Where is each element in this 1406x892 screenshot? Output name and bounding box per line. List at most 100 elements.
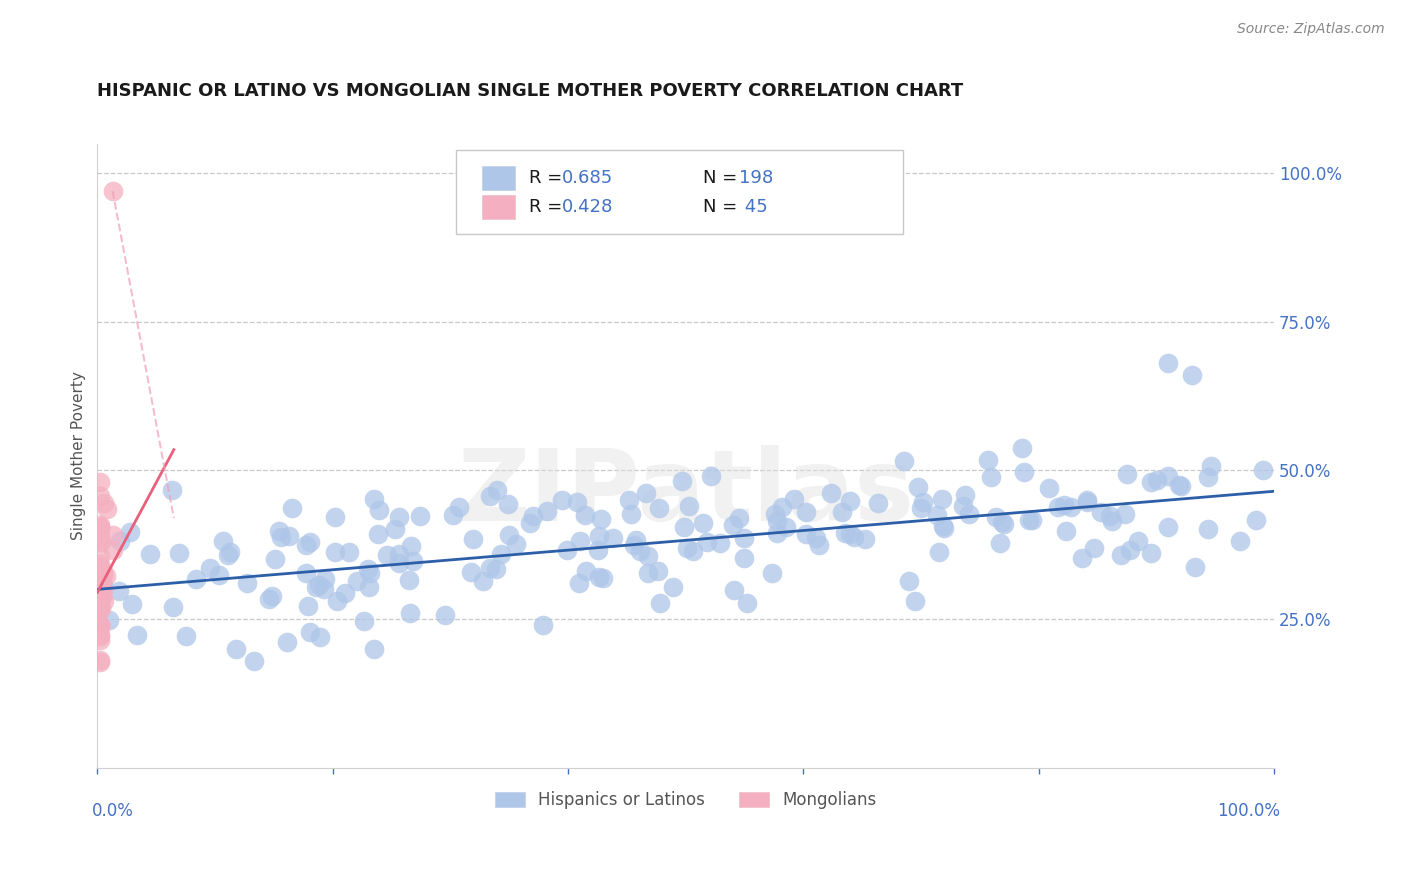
Point [1156,520,1178,534]
Point [676,541,699,555]
Point [90,534,112,549]
Point [1180,368,1202,383]
Point [1156,469,1178,483]
Point [770,500,793,515]
Point [174,629,197,643]
Point [531,618,554,632]
Point [648,501,671,516]
Point [993,517,1015,532]
Point [555,543,578,558]
Point [761,566,783,580]
Point [357,562,380,576]
Point [1197,470,1219,484]
Point [434,607,457,622]
Point [208,567,231,582]
Point [536,503,558,517]
Point [89,628,111,642]
Point [399,539,422,553]
Point [225,642,247,657]
Point [118,525,141,540]
Point [498,527,520,541]
Y-axis label: Single Mother Poverty: Single Mother Poverty [72,371,86,540]
Point [1157,356,1180,370]
Point [212,533,235,548]
Point [357,580,380,594]
Point [696,534,718,549]
Point [121,597,143,611]
Text: 100.0%: 100.0% [1216,802,1279,820]
Point [928,545,950,559]
Point [498,497,520,511]
Point [831,505,853,519]
Point [89,521,111,535]
Point [89,653,111,667]
Point [735,596,758,610]
Point [471,574,494,588]
Point [893,454,915,468]
Point [1115,467,1137,481]
Point [620,507,643,521]
Point [868,495,890,509]
Point [359,566,381,581]
Point [565,495,588,509]
Point [90,590,112,604]
Point [934,521,956,535]
Point [89,559,111,574]
Point [388,556,411,570]
Point [91,564,114,578]
Point [308,578,330,592]
Point [807,538,830,552]
Point [367,503,389,517]
Point [589,512,612,526]
Point [90,600,112,615]
Point [89,549,111,564]
Point [91,579,114,593]
FancyBboxPatch shape [482,195,515,219]
Point [988,536,1011,550]
Point [298,534,321,549]
Point [375,548,398,562]
Point [1170,479,1192,493]
Point [89,575,111,590]
Text: Source: ZipAtlas.com: Source: ZipAtlas.com [1237,22,1385,37]
Point [186,572,208,586]
Point [384,523,406,537]
Text: ZIPatlas: ZIPatlas [457,444,914,541]
Point [728,510,751,524]
Point [89,620,111,634]
Point [1018,513,1040,527]
Point [93,495,115,509]
Point [337,545,360,559]
Point [94,568,117,582]
Text: N =: N = [703,198,744,216]
Point [101,542,124,557]
Point [647,564,669,578]
Point [839,494,862,508]
Point [294,566,316,581]
Point [783,492,806,507]
Point [219,545,242,559]
Point [478,561,501,575]
Point [1012,465,1035,479]
Point [270,530,292,544]
Point [1146,474,1168,488]
Point [766,514,789,528]
Point [709,536,731,550]
Point [927,508,949,523]
Point [1229,533,1251,548]
Point [309,630,332,644]
Point [505,537,527,551]
Point [89,518,111,533]
Point [1197,522,1219,536]
Point [636,485,658,500]
Text: 0.685: 0.685 [562,169,613,186]
Point [278,529,301,543]
Point [957,508,980,522]
Point [294,538,316,552]
Point [522,508,544,523]
Point [335,585,357,599]
Point [299,625,322,640]
Point [588,570,610,584]
Point [323,544,346,558]
Point [1047,500,1070,515]
